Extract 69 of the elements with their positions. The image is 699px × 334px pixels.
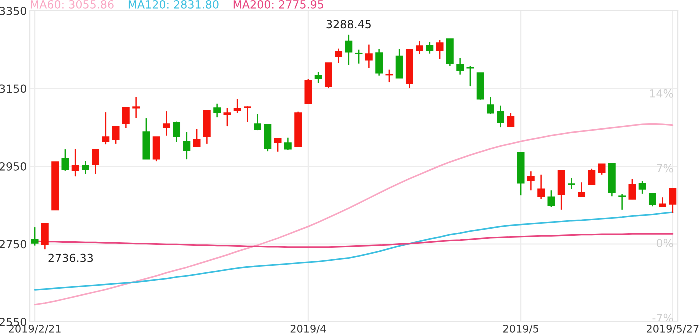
candlestick bbox=[244, 106, 252, 123]
text: MA60: 3055.86 bbox=[31, 0, 114, 9]
candlestick bbox=[82, 160, 90, 175]
candlestick bbox=[376, 48, 384, 76]
y-tick-label: 2550 bbox=[0, 318, 26, 326]
candlestick bbox=[669, 188, 677, 214]
candlestick bbox=[234, 98, 242, 114]
candlestick bbox=[254, 114, 262, 132]
candlestick bbox=[355, 49, 363, 64]
y-tick-label: 2950 bbox=[0, 162, 26, 171]
y-tick-label: 3350 bbox=[0, 6, 26, 16]
candlestick bbox=[365, 44, 373, 69]
line-series bbox=[34, 123, 674, 306]
candlestick bbox=[618, 194, 626, 211]
candlestick bbox=[193, 128, 201, 148]
candlestick bbox=[284, 137, 292, 151]
candlestick bbox=[62, 148, 70, 172]
candlestick bbox=[183, 132, 191, 160]
candlestick bbox=[224, 108, 232, 128]
x-tick-label: 2019/5 bbox=[504, 324, 538, 334]
candlestick bbox=[264, 124, 272, 152]
candlestick bbox=[324, 62, 332, 90]
candlestick bbox=[31, 226, 39, 246]
x-tick-label: 2019/2/21 bbox=[9, 324, 61, 334]
candlestick bbox=[214, 103, 222, 118]
candlestick bbox=[598, 164, 606, 176]
candlestick bbox=[568, 178, 576, 190]
candlestick bbox=[426, 42, 434, 54]
candlestick bbox=[486, 96, 494, 115]
candlestick bbox=[112, 126, 120, 145]
candlestick bbox=[578, 182, 586, 198]
candlestick bbox=[628, 178, 636, 200]
candlestick bbox=[659, 196, 667, 208]
candlestick bbox=[345, 34, 353, 66]
candlestick bbox=[102, 112, 110, 146]
x-tick-label: 2019/5/27 bbox=[646, 324, 699, 334]
candlestick bbox=[274, 138, 282, 153]
candlestick bbox=[173, 121, 181, 143]
text: MA200: 2775.95 bbox=[234, 0, 324, 9]
annotation: 3288.45 bbox=[326, 20, 371, 29]
candlestick bbox=[558, 170, 566, 211]
candlestick bbox=[122, 106, 130, 129]
candlestick bbox=[436, 40, 444, 60]
candlestick bbox=[92, 149, 100, 175]
y-tick-label: 3150 bbox=[0, 84, 26, 94]
candlestick bbox=[507, 112, 515, 128]
candlestick bbox=[162, 110, 170, 137]
candlestick bbox=[638, 180, 646, 195]
text: MA120: 2831.80 bbox=[128, 0, 219, 9]
candlestick bbox=[314, 72, 322, 84]
y-tick-label: 2750 bbox=[0, 240, 26, 249]
candlestick bbox=[416, 40, 424, 55]
candlestick bbox=[588, 168, 596, 186]
candlestick bbox=[648, 192, 656, 208]
candlestick bbox=[132, 96, 140, 119]
candlestick bbox=[538, 174, 546, 200]
candlestick bbox=[41, 223, 49, 250]
x-tick-label: 2019/4 bbox=[290, 324, 326, 334]
candlestick bbox=[396, 48, 404, 79]
candlestick bbox=[527, 170, 535, 192]
candlestick bbox=[456, 58, 464, 76]
candlestick bbox=[497, 105, 505, 128]
candlestick bbox=[548, 190, 556, 208]
candlestick bbox=[72, 148, 80, 178]
candlestick bbox=[304, 78, 312, 105]
line-series bbox=[34, 212, 674, 291]
annotation: 2736.33 bbox=[48, 254, 94, 262]
candlestick bbox=[335, 48, 343, 64]
candlestick bbox=[152, 136, 160, 162]
